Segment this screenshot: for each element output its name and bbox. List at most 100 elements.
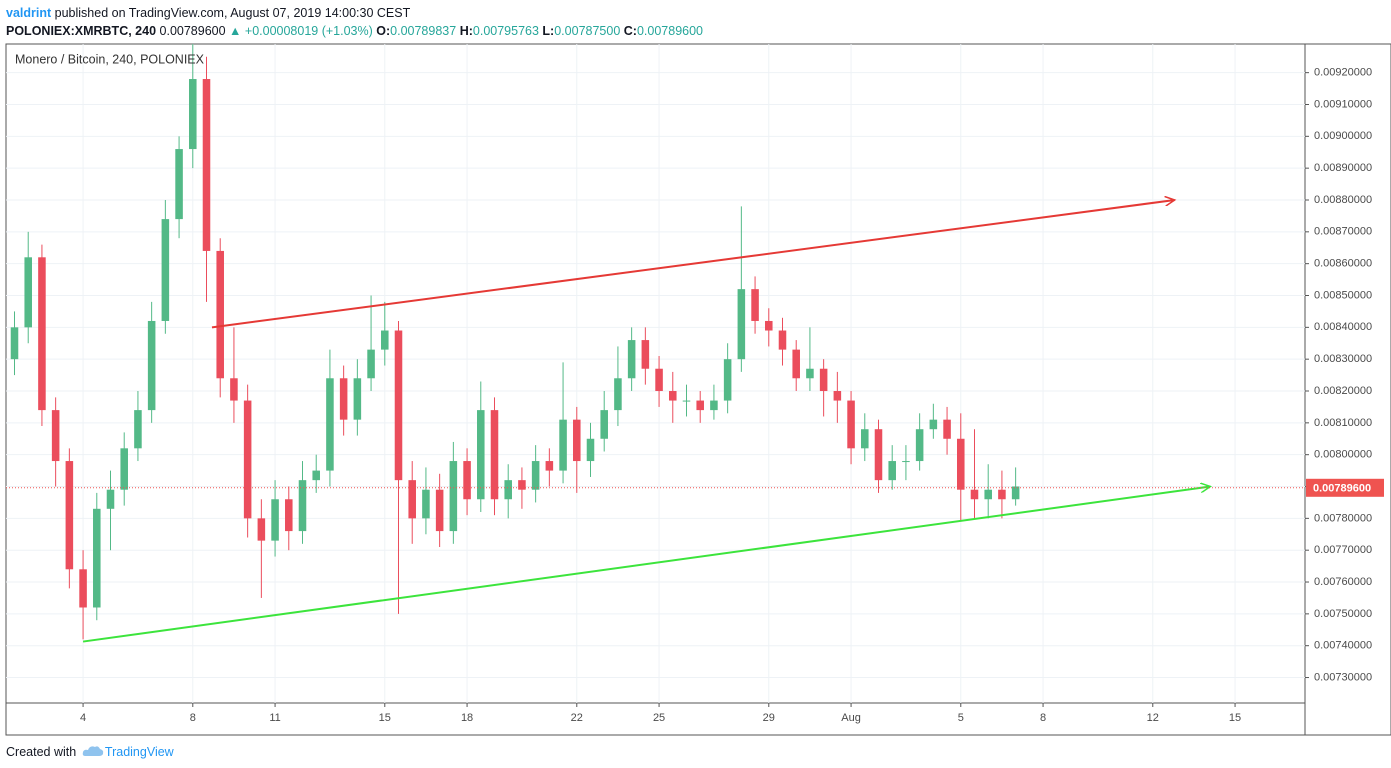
author[interactable]: valdrint bbox=[6, 6, 52, 20]
y-tick-label: 0.00880000 bbox=[1314, 194, 1372, 206]
candle-body bbox=[257, 518, 266, 541]
header: valdrint published on TradingView.com, A… bbox=[6, 4, 703, 40]
candle-body bbox=[915, 429, 924, 462]
x-tick-label: 25 bbox=[653, 712, 665, 724]
candle-body bbox=[888, 461, 896, 481]
candle-body bbox=[463, 461, 471, 500]
candle-body bbox=[847, 400, 855, 449]
y-tick-label: 0.00830000 bbox=[1314, 353, 1372, 365]
c: 0.00789600 bbox=[636, 24, 704, 38]
y-tick-label: 0.00740000 bbox=[1314, 640, 1372, 652]
candle-body bbox=[24, 257, 32, 328]
candle-body bbox=[696, 400, 704, 411]
candle-body bbox=[586, 438, 595, 462]
o: 0.00789837 bbox=[390, 24, 457, 38]
candle-body bbox=[435, 489, 444, 532]
candle-body bbox=[573, 419, 581, 462]
last-price-box bbox=[1306, 478, 1384, 497]
y-tick-label: 0.00900000 bbox=[1314, 130, 1372, 142]
candle-body bbox=[10, 327, 19, 360]
candle-body bbox=[902, 461, 910, 463]
y-tick-label: 0.00920000 bbox=[1314, 67, 1372, 79]
candle-body bbox=[298, 480, 307, 532]
x-tick-label: 18 bbox=[461, 712, 473, 724]
candle-body bbox=[243, 400, 252, 519]
candle-body bbox=[861, 429, 869, 449]
o-label: O: bbox=[376, 24, 391, 38]
candle-body bbox=[600, 410, 608, 439]
brand[interactable]: TradingView bbox=[104, 745, 174, 759]
candle-body bbox=[408, 480, 416, 519]
candle-body bbox=[175, 149, 183, 220]
y-tick-label: 0.00850000 bbox=[1314, 289, 1372, 301]
candle-body bbox=[216, 250, 224, 379]
x-tick-label: 15 bbox=[379, 712, 391, 724]
candle-body bbox=[559, 419, 567, 471]
candle-body bbox=[929, 419, 938, 430]
price: 0.00789600 bbox=[159, 24, 226, 38]
x-tick-label: 22 bbox=[571, 712, 583, 724]
y-tick-label: 0.00860000 bbox=[1314, 258, 1372, 270]
quote-line: POLONIEX:XMRBTC, 240 0.00789600 ▲ +0.000… bbox=[6, 22, 703, 40]
y-tick-label: 0.00910000 bbox=[1314, 98, 1372, 110]
trendline bbox=[82, 487, 1210, 643]
candle-body bbox=[120, 448, 128, 490]
chart: 0.00730000 0.00740000 0.00750000 0.00760000… bbox=[5, 43, 1391, 736]
candle-body bbox=[833, 391, 842, 401]
candle-body bbox=[449, 461, 458, 532]
change: ▲ +0.00008019 (+1.03%) bbox=[229, 24, 373, 38]
candle-body bbox=[531, 461, 540, 490]
y-tick-label: 0.00870000 bbox=[1314, 226, 1372, 238]
candle-body bbox=[134, 410, 142, 449]
y-tick-label: 0.00890000 bbox=[1314, 162, 1372, 174]
candle-body bbox=[518, 480, 526, 490]
x-tick-label: Aug bbox=[841, 712, 861, 724]
x-tick-label: 4 bbox=[80, 712, 86, 724]
y-tick-label: 0.00840000 bbox=[1314, 321, 1372, 333]
x-tick-label: 8 bbox=[190, 712, 196, 724]
candle-body bbox=[367, 349, 375, 379]
candle-body bbox=[51, 410, 60, 462]
frame bbox=[5, 43, 1391, 736]
candle-body bbox=[394, 330, 403, 481]
y-tick-label: 0.00750000 bbox=[1314, 608, 1372, 620]
last-price-label: 0.00789600 bbox=[1313, 483, 1371, 495]
candle-body bbox=[65, 461, 74, 570]
candle-body bbox=[490, 410, 499, 500]
y-tick-label: 0.00780000 bbox=[1314, 512, 1372, 524]
candle-body bbox=[614, 378, 622, 411]
publish-line: valdrint published on TradingView.com, A… bbox=[6, 4, 703, 22]
candle-body bbox=[641, 340, 650, 369]
x-tick-label: 29 bbox=[763, 712, 775, 724]
y-tick-label: 0.00810000 bbox=[1314, 417, 1372, 429]
candle-body bbox=[147, 320, 156, 411]
candle-body bbox=[792, 349, 800, 379]
candle-body bbox=[765, 320, 773, 331]
l: 0.00787500 bbox=[554, 24, 621, 38]
x-tick-label: 11 bbox=[269, 712, 280, 724]
candle-body bbox=[326, 378, 334, 471]
candle-body bbox=[504, 480, 512, 500]
candle-body bbox=[737, 289, 746, 360]
candle-body bbox=[970, 489, 979, 500]
logo bbox=[82, 746, 103, 756]
candle-body bbox=[669, 391, 677, 401]
published: published on TradingView.com, August 07,… bbox=[54, 6, 411, 20]
candle-body bbox=[778, 330, 787, 350]
candle-body bbox=[106, 489, 115, 509]
candle-body bbox=[285, 499, 293, 532]
candle-body bbox=[353, 378, 362, 420]
candle-body bbox=[957, 438, 965, 490]
created: Created with bbox=[6, 745, 77, 759]
candle-body bbox=[189, 79, 197, 150]
h-label: H: bbox=[459, 24, 473, 38]
candle-body bbox=[381, 330, 389, 350]
candle-body bbox=[79, 569, 87, 608]
y-tick-label: 0.00760000 bbox=[1314, 576, 1372, 588]
candle-body bbox=[545, 461, 554, 471]
candle-body bbox=[655, 368, 663, 392]
candle-body bbox=[93, 508, 101, 608]
symbol: POLONIEX:XMRBTC, 240 bbox=[6, 24, 157, 38]
l-label: L: bbox=[542, 24, 555, 38]
